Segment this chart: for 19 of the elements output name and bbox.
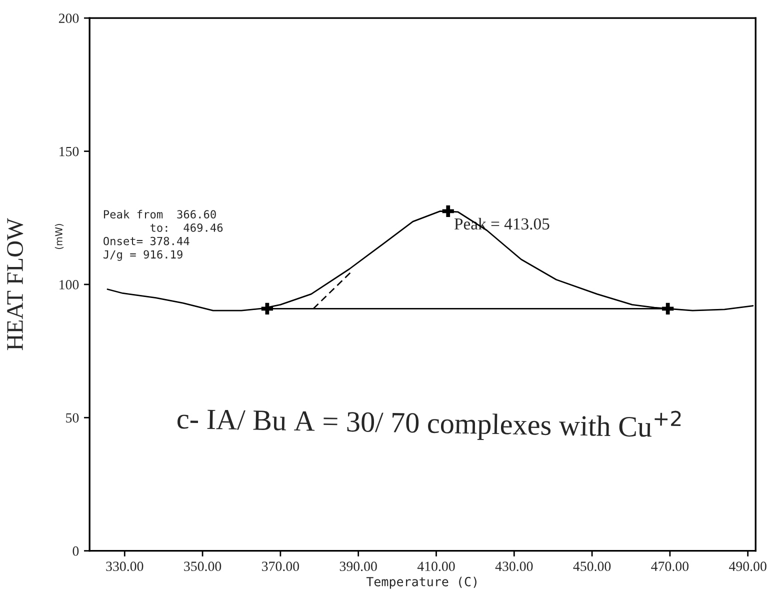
x-tick-label: 490.00: [729, 562, 766, 572]
annotation: Peak from 366.60 to: 469.46 Onset= 378.44 J/g = 916.19: [104, 210, 223, 261]
x-tick-label: 390.00: [340, 562, 377, 572]
y-tick-label: 150: [60, 146, 79, 156]
y-axis-title: HEAT FLOW: [7, 218, 24, 350]
y-tick-label: 100: [60, 280, 79, 290]
x-tick-label: 370.00: [262, 562, 300, 572]
y-tick-label: 0: [72, 546, 79, 556]
x-tick-label: 330.00: [106, 562, 144, 572]
x-tick-label: 450.00: [573, 562, 611, 572]
text: (mW): [54, 224, 64, 249]
x-tick-label: 430.00: [495, 562, 533, 572]
y-tick-label: 200: [58, 14, 79, 24]
x-axis-title: Temperature (C): [366, 576, 476, 589]
x-tick-label: 350.00: [184, 562, 222, 572]
y-tick-label: 50: [66, 413, 79, 423]
x-tick-label: 470.00: [651, 562, 689, 572]
annotation: c- IA/ Bu A = 30/ 70 complexes with Cu$^{+2}$: [177, 402, 681, 444]
x-tick-label: 410.00: [417, 562, 455, 572]
